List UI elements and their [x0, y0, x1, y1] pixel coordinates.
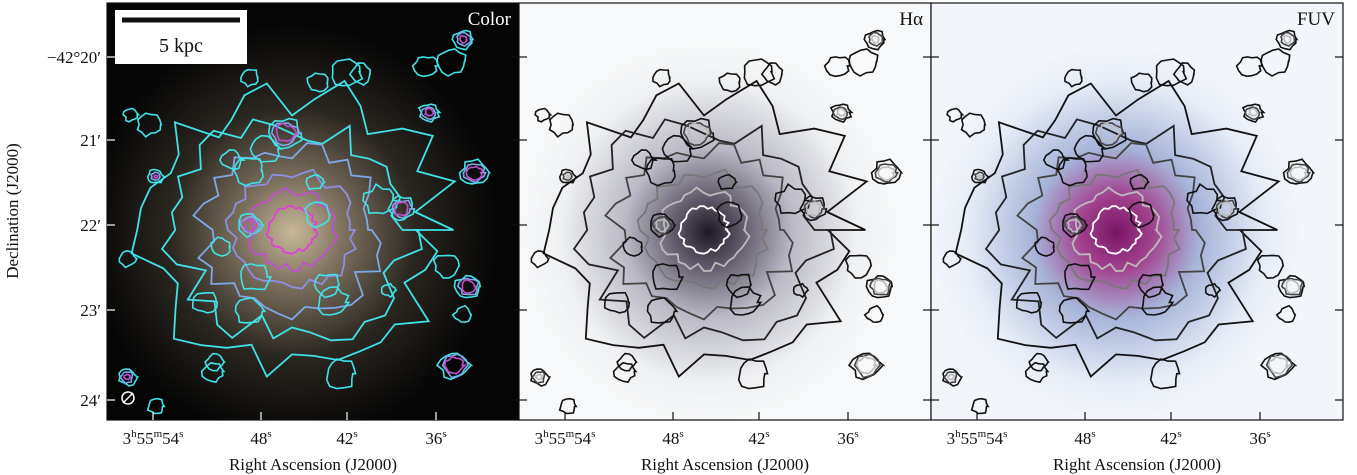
x-tick-label-part: s: [353, 428, 357, 440]
x-tick-label-part: s: [442, 428, 446, 440]
y-tick-label: 23′: [80, 301, 101, 320]
x-tick-label-part: 54: [986, 429, 1004, 448]
x-tick-label: 36s: [425, 428, 446, 448]
x-tick-label-part: 36: [837, 429, 854, 448]
x-tick-label-part: s: [1266, 428, 1270, 440]
x-tick-label: 3h55m54s: [947, 428, 1008, 448]
x-tick-label-part: 42: [336, 429, 353, 448]
x-tick-label-part: s: [1177, 428, 1181, 440]
x-tick-label: 48s: [662, 428, 683, 448]
x-tick-label-part: s: [1091, 428, 1095, 440]
x-tick-label-part: s: [679, 428, 683, 440]
y-tick-label: 21′: [80, 131, 101, 150]
figure: Declination (J2000) Color3h55m54s48s42s3…: [0, 0, 1357, 475]
x-tick-label-part: 42: [748, 429, 765, 448]
image-background: [519, 3, 931, 420]
x-tick-label-part: s: [591, 428, 595, 440]
x-tick-label-part: 36: [425, 429, 442, 448]
x-tick-label: 36s: [837, 428, 858, 448]
x-tick-label-part: 54: [574, 429, 592, 448]
x-tick-label-part: 55: [549, 429, 566, 448]
x-tick-label-part: 54: [162, 429, 180, 448]
x-axis-title: Right Ascension (J2000): [1053, 455, 1221, 474]
y-tick-label: −42°20′: [47, 48, 101, 67]
panel-label: Hα: [899, 9, 923, 30]
x-tick-label: 48s: [250, 428, 271, 448]
x-tick-label-part: 42: [1160, 429, 1177, 448]
x-tick-label-part: s: [854, 428, 858, 440]
x-tick-label-part: 48: [1074, 429, 1091, 448]
x-tick-label-part: 36: [1249, 429, 1266, 448]
y-tick-label: 24′: [80, 391, 101, 410]
x-tick-label: 42s: [748, 428, 769, 448]
scale-bar-label: 5 kpc: [159, 35, 203, 57]
x-tick-label-part: 55: [137, 429, 154, 448]
x-tick-label-part: 48: [662, 429, 679, 448]
y-axis-title: Declination (J2000): [3, 143, 22, 279]
image-background: [931, 3, 1343, 420]
x-tick-label-part: s: [179, 428, 183, 440]
image-background: [107, 3, 519, 420]
x-tick-label-part: 48: [250, 429, 267, 448]
x-tick-label-part: 55: [961, 429, 978, 448]
image-panel: Hα3h55m54s48s42s36sRight Ascension (J200…: [519, 3, 931, 474]
x-tick-label: 36s: [1249, 428, 1270, 448]
x-tick-label-part: s: [267, 428, 271, 440]
y-tick-label: 22′: [80, 216, 101, 235]
x-tick-label-part: 3: [123, 429, 132, 448]
x-axis-title: Right Ascension (J2000): [641, 455, 809, 474]
panel-label: Color: [468, 9, 512, 30]
x-tick-label: 3h55m54s: [123, 428, 184, 448]
x-tick-label-part: s: [1003, 428, 1007, 440]
x-tick-label: 42s: [1160, 428, 1181, 448]
x-tick-label-part: 3: [947, 429, 956, 448]
x-tick-label-part: 3: [535, 429, 544, 448]
x-tick-label: 42s: [336, 428, 357, 448]
x-axis-title: Right Ascension (J2000): [229, 455, 397, 474]
x-tick-label: 48s: [1074, 428, 1095, 448]
panel-label: FUV: [1297, 9, 1335, 30]
x-tick-label-part: s: [765, 428, 769, 440]
x-tick-label: 3h55m54s: [535, 428, 596, 448]
